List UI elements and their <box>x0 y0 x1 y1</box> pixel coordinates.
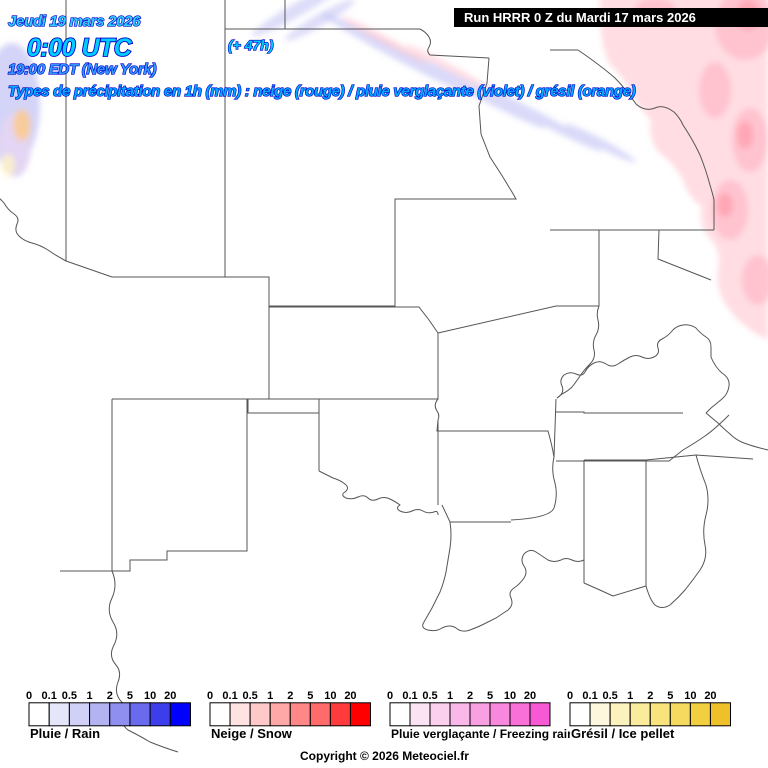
svg-text:1: 1 <box>447 690 453 702</box>
svg-text:Run HRRR 0 Z du Mardi 17 mars: Run HRRR 0 Z du Mardi 17 mars 2026 <box>464 10 696 25</box>
svg-text:Types de précipitation en 1h (: Types de précipitation en 1h (mm) : neig… <box>8 83 636 100</box>
svg-text:Grésil / Ice pellet: Grésil / Ice pellet <box>571 726 675 741</box>
svg-text:0.5: 0.5 <box>62 690 77 702</box>
svg-text:Copyright © 2026 Meteociel.fr: Copyright © 2026 Meteociel.fr <box>300 749 469 763</box>
svg-text:10: 10 <box>504 690 516 702</box>
svg-text:0: 0 <box>26 690 32 702</box>
svg-text:0:00 UTC: 0:00 UTC <box>27 34 133 62</box>
svg-text:2: 2 <box>647 690 653 702</box>
svg-text:20: 20 <box>524 690 536 702</box>
svg-text:20: 20 <box>344 690 356 702</box>
svg-text:10: 10 <box>144 690 156 702</box>
svg-text:10: 10 <box>324 690 336 702</box>
svg-text:0: 0 <box>387 690 393 702</box>
svg-text:0.1: 0.1 <box>582 690 597 702</box>
svg-text:Pluie verglaçante / Freezing r: Pluie verglaçante / Freezing rain <box>391 727 574 741</box>
svg-text:0.1: 0.1 <box>42 690 57 702</box>
svg-text:0.1: 0.1 <box>222 690 237 702</box>
svg-text:5: 5 <box>487 690 493 702</box>
svg-text:1: 1 <box>267 690 273 702</box>
svg-text:0: 0 <box>207 690 213 702</box>
svg-text:5: 5 <box>127 690 133 702</box>
svg-text:2: 2 <box>467 690 473 702</box>
svg-text:10: 10 <box>684 690 696 702</box>
svg-text:0: 0 <box>567 690 573 702</box>
svg-text:0.5: 0.5 <box>422 690 437 702</box>
svg-text:1: 1 <box>86 690 92 702</box>
svg-text:0.1: 0.1 <box>402 690 417 702</box>
svg-text:0.5: 0.5 <box>242 690 257 702</box>
svg-text:19:00 EDT (New York): 19:00 EDT (New York) <box>8 61 157 78</box>
svg-text:(+ 47h): (+ 47h) <box>228 37 274 53</box>
svg-text:20: 20 <box>704 690 716 702</box>
svg-text:5: 5 <box>667 690 673 702</box>
svg-text:Jeudi 19 mars 2026: Jeudi 19 mars 2026 <box>8 13 141 30</box>
svg-text:20: 20 <box>164 690 176 702</box>
svg-text:1: 1 <box>627 690 633 702</box>
svg-text:Pluie / Rain: Pluie / Rain <box>30 726 100 741</box>
svg-text:2: 2 <box>287 690 293 702</box>
svg-text:2: 2 <box>107 690 113 702</box>
svg-text:Neige / Snow: Neige / Snow <box>211 726 293 741</box>
svg-text:0.5: 0.5 <box>602 690 617 702</box>
svg-text:5: 5 <box>307 690 313 702</box>
